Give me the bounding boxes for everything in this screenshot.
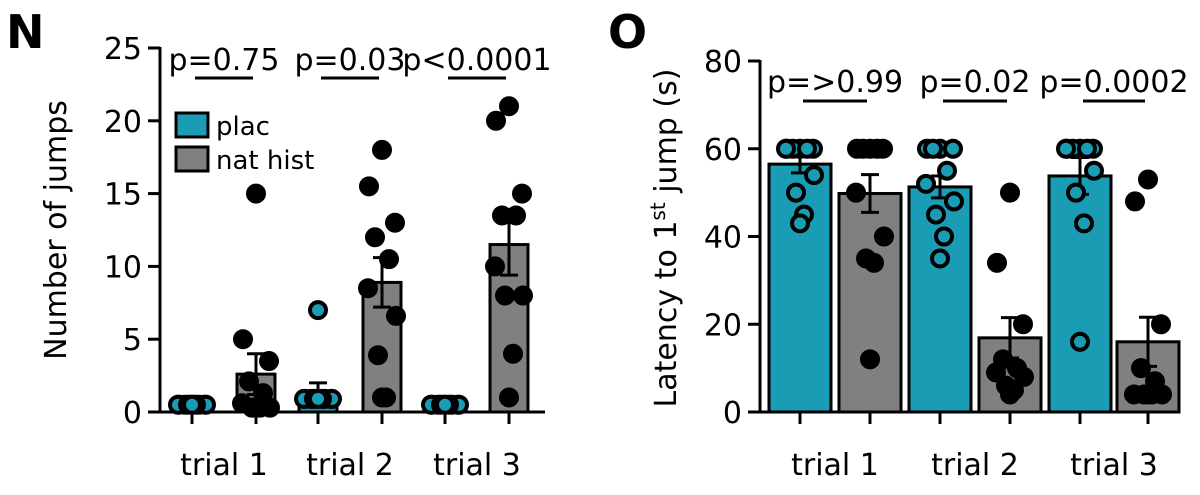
data-point	[797, 138, 817, 159]
data-point	[372, 139, 392, 160]
x-tick-label: trial 2	[931, 448, 1019, 483]
y-tick-label: 25	[104, 32, 142, 67]
data-point	[386, 305, 406, 326]
panel-label: N	[6, 5, 45, 59]
data-point	[846, 182, 866, 203]
significance-label: p=0.03	[295, 43, 406, 78]
panel-label: O	[608, 5, 647, 59]
data-point	[368, 345, 388, 366]
significance-label: p=0.02	[920, 65, 1031, 100]
y-tick-label: 60	[704, 133, 742, 168]
data-point	[1125, 191, 1145, 212]
data-point	[786, 182, 806, 203]
data-point	[1077, 138, 1097, 159]
data-point	[1070, 331, 1090, 352]
data-point	[1000, 182, 1020, 203]
data-point	[804, 165, 824, 186]
significance-label: p<0.0001	[402, 43, 551, 78]
y-tick-label: 20	[704, 308, 742, 343]
data-point	[790, 213, 810, 234]
data-point	[943, 138, 963, 159]
data-point	[874, 226, 894, 247]
y-axis-label: Latency to 1st jump (s)	[646, 69, 684, 408]
data-point	[506, 205, 526, 226]
data-point	[934, 226, 954, 247]
data-point	[987, 252, 1007, 273]
data-point	[503, 343, 523, 364]
legend-swatch-plac	[174, 111, 210, 139]
significance-label: p=>0.99	[767, 65, 903, 100]
y-tick-label: 20	[104, 105, 142, 140]
data-point	[1151, 314, 1171, 335]
y-tick-label: 5	[123, 323, 142, 358]
data-point	[512, 183, 532, 204]
panel-n: N Number of jumps plac nat hist 0 5 10 15 20…	[6, 5, 552, 483]
data-point	[499, 96, 519, 117]
y-tick-label: 40	[704, 221, 742, 256]
legend-swatch-nat-hist	[174, 145, 210, 173]
data-point	[1013, 314, 1033, 335]
y-tick-label: 0	[723, 396, 742, 431]
y-tick-label: 10	[104, 250, 142, 285]
x-tick-label: trial 2	[306, 448, 394, 483]
x-tick-label: trial 1	[180, 448, 268, 483]
data-point	[1138, 384, 1158, 405]
data-point	[379, 249, 399, 270]
bar	[1047, 174, 1113, 414]
legend-label-nat-hist: nat hist	[216, 146, 314, 176]
data-point	[1066, 182, 1086, 203]
data-point	[930, 248, 950, 269]
data-point	[358, 278, 378, 299]
data-point	[259, 351, 279, 372]
significance-label: p=0.75	[169, 43, 280, 78]
y-tick-label: 15	[104, 178, 142, 213]
significance-label: p=0.0002	[1039, 65, 1188, 100]
data-point	[1138, 169, 1158, 190]
bar	[907, 185, 973, 414]
legend-label-plac: plac	[216, 112, 270, 142]
data-point	[1000, 384, 1020, 405]
bar	[837, 192, 903, 414]
data-point	[867, 138, 887, 159]
data-point	[495, 285, 515, 306]
y-tick-label: 80	[704, 45, 742, 80]
panel-o: O Latency to 1st jump (s) 0 20 40 60 80 trial…	[608, 5, 1189, 483]
y-tick-label: 0	[123, 396, 142, 431]
data-point	[372, 387, 392, 408]
data-point	[239, 371, 259, 392]
data-point	[308, 300, 328, 321]
data-point	[485, 256, 505, 277]
y-axis-label: Number of jumps	[39, 100, 74, 360]
data-point	[1074, 213, 1094, 234]
data-point	[513, 285, 533, 306]
data-point	[365, 227, 385, 248]
x-tick-label: trial 3	[433, 448, 521, 483]
data-point	[308, 388, 328, 409]
data-point	[926, 204, 946, 225]
data-point	[359, 176, 379, 197]
data-point	[1056, 138, 1076, 159]
data-point	[233, 329, 253, 350]
x-tick-label: trial 3	[1070, 448, 1158, 483]
data-point	[937, 160, 957, 181]
data-point	[1084, 160, 1104, 181]
data-point	[1131, 358, 1151, 379]
data-point	[182, 394, 202, 415]
data-point	[864, 252, 884, 273]
legend: plac nat hist	[174, 111, 314, 176]
data-point	[1014, 366, 1034, 387]
data-point	[860, 349, 880, 370]
data-point	[944, 191, 964, 212]
data-point	[916, 173, 936, 194]
data-point	[923, 138, 943, 159]
data-point	[486, 110, 506, 131]
data-point	[499, 387, 519, 408]
data-point	[776, 138, 796, 159]
data-point	[435, 394, 455, 415]
data-point	[246, 183, 266, 204]
data-point	[385, 212, 405, 233]
data-point	[986, 362, 1006, 383]
x-tick-label: trial 1	[791, 448, 879, 483]
